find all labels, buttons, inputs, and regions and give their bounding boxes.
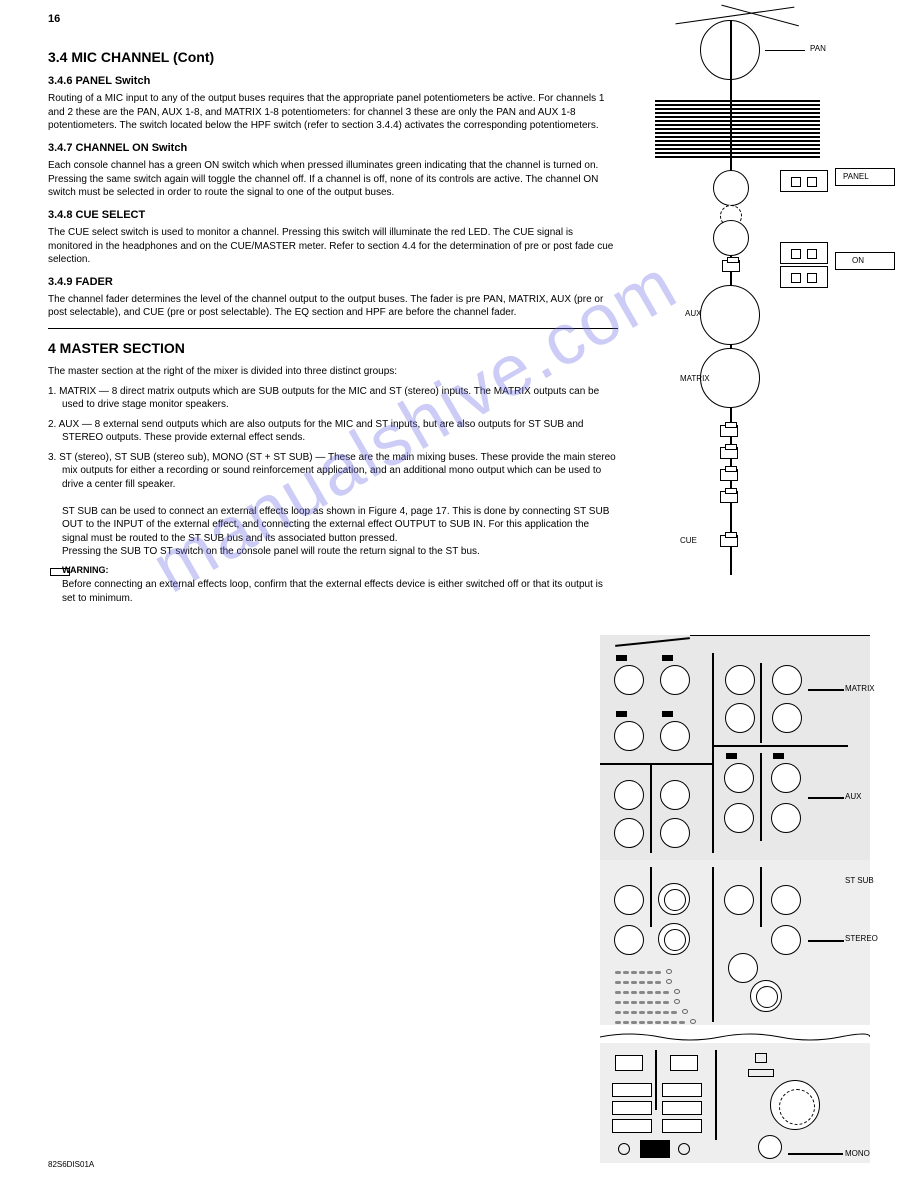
callout-aux: AUX: [685, 310, 701, 319]
callout-panel: PANEL: [843, 173, 869, 182]
list-item: 1. MATRIX — 8 direct matrix outputs whic…: [48, 385, 618, 412]
heading-master-section: 4 MASTER SECTION: [48, 339, 618, 357]
callout-cue: CUE: [680, 537, 697, 546]
warning-text: Before connecting an external effects lo…: [62, 578, 618, 605]
callout-matrix: MATRIX: [680, 375, 710, 384]
list-item: 2. AUX — 8 external send outputs which a…: [48, 418, 618, 445]
callout-stereo: STEREO: [845, 935, 878, 944]
doc-code: 82S6DIS01A: [48, 1160, 94, 1170]
callout-pan: PAN: [810, 45, 826, 54]
para: The channel fader determines the level o…: [48, 293, 618, 320]
heatsink-icon: [655, 100, 820, 160]
heading-cue-select: 3.4.8 CUE SELECT: [48, 208, 618, 222]
callout-aux: AUX: [845, 793, 861, 802]
heading-mic-channel: 3.4 MIC CHANNEL (Cont): [48, 48, 618, 66]
heading-channel-on: 3.4.7 CHANNEL ON Switch: [48, 141, 618, 155]
channel-strip-diagram: PAN PANEL ON AUX MATRIX CUE: [625, 10, 885, 590]
page-number: 16: [48, 12, 60, 26]
callout-matrix: MATRIX: [845, 685, 875, 694]
warning-label: WARNING:: [62, 565, 618, 577]
para: The master section at the right of the m…: [48, 365, 618, 379]
on-box-icon: [50, 568, 70, 576]
text-column: 3.4 MIC CHANNEL (Cont) 3.4.6 PANEL Switc…: [48, 40, 618, 611]
heading-panel-switch: 3.4.6 PANEL Switch: [48, 74, 618, 88]
para: Routing of a MIC input to any of the out…: [48, 92, 618, 133]
section-divider: [48, 328, 618, 329]
callout-stsub: ST SUB: [845, 877, 874, 886]
callout-on: ON: [852, 257, 864, 266]
para: The CUE select switch is used to monitor…: [48, 226, 618, 267]
callout-mono: MONO: [845, 1150, 870, 1159]
para: Each console channel has a green ON swit…: [48, 159, 618, 200]
heading-fader: 3.4.9 FADER: [48, 275, 618, 289]
list-item: 3. ST (stereo), ST SUB (stereo sub), MON…: [48, 451, 618, 559]
master-section-diagram: MATRIX AUX ST SUB STEREO MONO: [600, 635, 900, 1165]
